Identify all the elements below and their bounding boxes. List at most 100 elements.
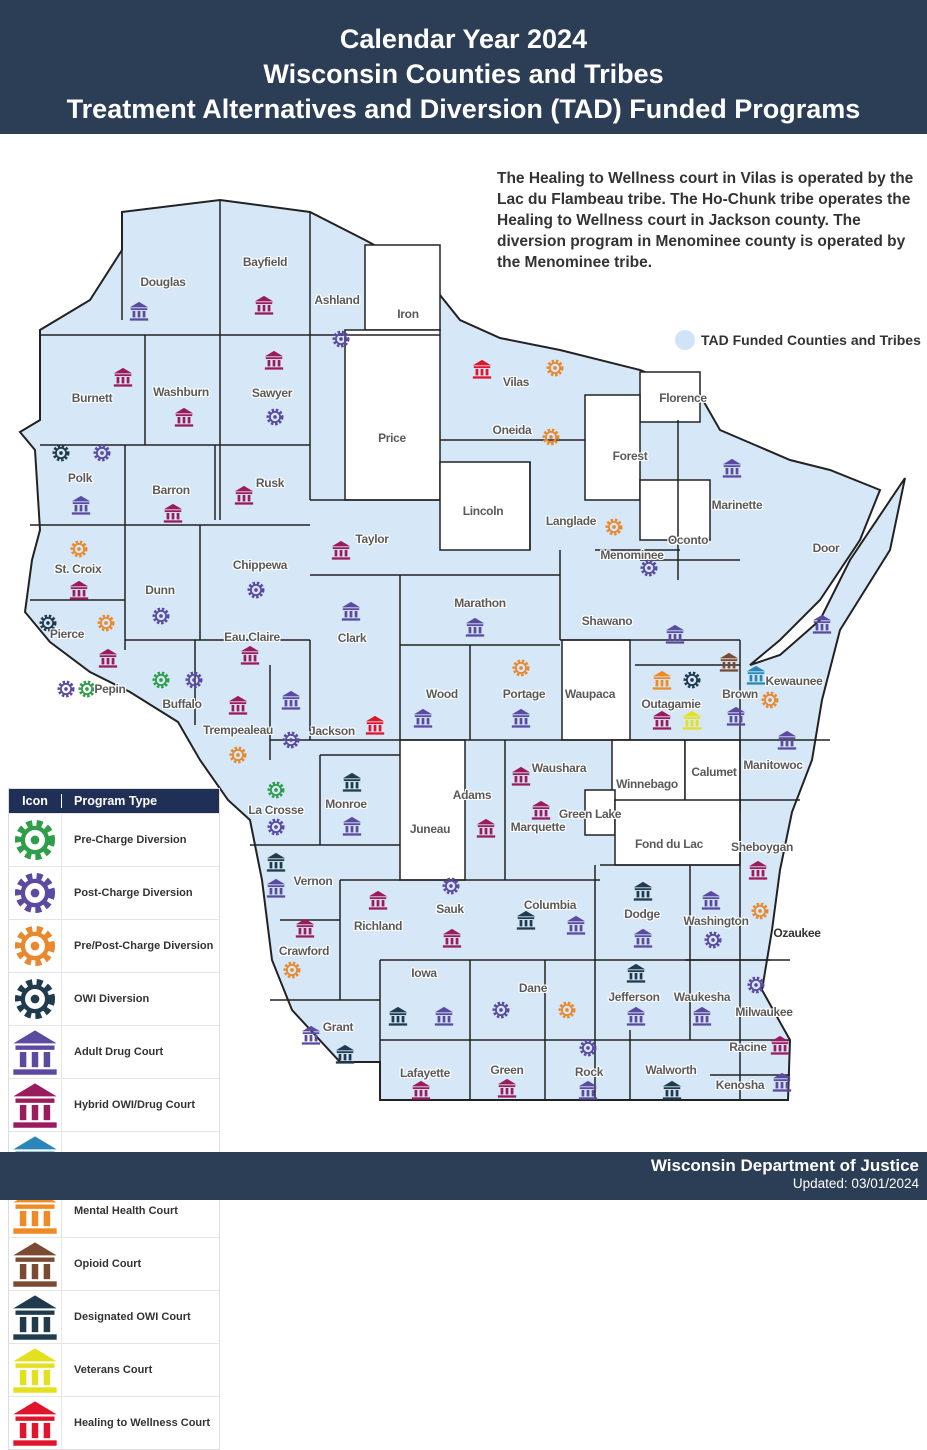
county-label-washington: Washington xyxy=(683,914,749,928)
county-label-lafayette: Lafayette xyxy=(400,1066,450,1080)
county-label-lincoln: Lincoln xyxy=(462,504,504,518)
legend-header: Icon Program Type xyxy=(9,789,219,813)
dodge-dowi-courthouse-icon xyxy=(632,880,654,902)
grant-adult-courthouse-icon xyxy=(300,1024,322,1046)
legend-label: Mental Health Court xyxy=(74,1205,178,1217)
bayfield-hybrid-courthouse-icon xyxy=(253,294,275,316)
taylor-hybrid-courthouse-icon xyxy=(330,539,352,561)
county-label-richland: Richland xyxy=(353,919,403,933)
sawyer-hybrid-courthouse-icon xyxy=(263,349,285,371)
crawford-prepost-gear-icon xyxy=(281,959,303,981)
county-label-marathon: Marathon xyxy=(454,596,506,610)
waukesha-adult-courthouse-icon xyxy=(691,1005,713,1027)
st-croix-prepost-gear-icon xyxy=(68,538,90,560)
county-label-ashland: Ashland xyxy=(314,293,360,307)
county-label-iron: Iron xyxy=(397,307,419,321)
sheboygan-hybrid-courthouse-icon xyxy=(747,859,769,881)
county-label-iowa: Iowa xyxy=(411,966,437,980)
pierce-hybrid-courthouse-icon xyxy=(97,647,119,669)
racine-hybrid-courthouse-icon xyxy=(769,1034,791,1056)
burnett-hybrid-courthouse-icon xyxy=(112,366,134,388)
county-label-rock: Rock xyxy=(574,1065,604,1079)
vilas-h2w-courthouse-icon xyxy=(471,358,493,380)
county-label-adams: Adams xyxy=(452,788,492,802)
county-label-jefferson: Jefferson xyxy=(608,990,660,1004)
county-label-la-crosse: La Crosse xyxy=(248,803,304,817)
ozaukee-prepost-gear-icon xyxy=(749,900,771,922)
county-label-dodge: Dodge xyxy=(624,907,660,921)
county-label-buffalo: Buffalo xyxy=(162,697,202,711)
title-line-1: Calendar Year 2024 xyxy=(339,24,588,54)
county-label-door: Door xyxy=(812,541,840,555)
county-label-winnebago: Winnebago xyxy=(616,777,678,791)
legend-label: Veterans Court xyxy=(74,1364,153,1376)
county-label-dane: Dane xyxy=(518,981,548,995)
washington-adult-courthouse-icon xyxy=(700,889,722,911)
legend-label: Post-Charge Diversion xyxy=(74,887,193,899)
barron-hybrid-courthouse-icon xyxy=(162,502,184,524)
title-line-2: Wisconsin Counties and Tribes xyxy=(263,59,664,89)
county-label-sauk: Sauk xyxy=(436,902,464,916)
buffalo-post-gear-icon xyxy=(183,669,205,691)
legend-col-type: Program Type xyxy=(74,794,158,808)
county-label-chippewa: Chippewa xyxy=(232,558,288,572)
monroe-adult-courthouse-icon xyxy=(341,815,363,837)
courthouse-icon xyxy=(9,1344,62,1396)
douglas-adult-courthouse-icon xyxy=(128,300,150,322)
county-label-pepin: Pepin xyxy=(94,682,126,696)
county-label-brown: Brown xyxy=(722,687,758,701)
county-label-langlade: Langlade xyxy=(545,514,597,528)
county-label-oconto: Oconto xyxy=(667,533,709,547)
legend-label: Opioid Court xyxy=(74,1258,142,1270)
dane-post-gear-icon xyxy=(490,999,512,1021)
unfunded-county-shape xyxy=(584,789,616,836)
county-label-milwaukee: Milwaukee xyxy=(735,1005,793,1019)
jefferson-dowi-courthouse-icon xyxy=(625,962,647,984)
rock-adult-courthouse-icon xyxy=(577,1079,599,1101)
county-label-sheboygan: Sheboygan xyxy=(731,840,793,854)
washburn-hybrid-courthouse-icon xyxy=(173,406,195,428)
polk-adult-courthouse-icon xyxy=(70,494,92,516)
monroe-dowi-courthouse-icon xyxy=(341,771,363,793)
county-label-jackson: Jackson xyxy=(309,724,355,738)
manitowoc-adult-courthouse-icon xyxy=(776,729,798,751)
county-label-crawford: Crawford xyxy=(278,944,330,958)
header: Calendar Year 2024 Wisconsin Counties an… xyxy=(0,0,927,134)
county-label-trempealeau: Trempealeau xyxy=(202,723,274,737)
county-label-st-croix: St. Croix xyxy=(54,562,102,576)
jefferson-adult-courthouse-icon xyxy=(625,1005,647,1027)
county-label-outagamie: Outagamie xyxy=(641,697,701,711)
dunn-post-gear-icon xyxy=(150,605,172,627)
milwaukee-post-gear-icon xyxy=(745,974,767,996)
county-label-calumet: Calumet xyxy=(691,765,737,779)
legend-label: Pre/Post-Charge Diversion xyxy=(74,940,214,952)
funded-key-label: TAD Funded Counties and Tribes xyxy=(701,332,921,348)
vernon-adult-courthouse-icon xyxy=(265,877,287,899)
washington-post-gear-icon xyxy=(702,929,724,951)
clark-adult-courthouse-icon xyxy=(340,600,362,622)
sauk-hybrid-courthouse-icon xyxy=(441,927,463,949)
dodge-adult-courthouse-icon xyxy=(632,927,654,949)
la-crosse-pre-gear-icon xyxy=(265,779,287,801)
adams-hybrid-courthouse-icon xyxy=(475,817,497,839)
county-label-menominee: Menominee xyxy=(600,548,664,562)
courthouse-icon xyxy=(9,1026,62,1078)
legend-row-post: Post-Charge Diversion xyxy=(9,866,219,919)
wood-adult-courthouse-icon xyxy=(412,707,434,729)
unfunded-county-shape xyxy=(399,739,466,881)
county-label-monroe: Monroe xyxy=(325,797,367,811)
legend-row-opioid: Opioid Court xyxy=(9,1237,219,1290)
county-label-portage: Portage xyxy=(502,687,546,701)
green-hybrid-courthouse-icon xyxy=(496,1077,518,1099)
legend-label: OWI Diversion xyxy=(74,993,150,1005)
legend-label: Hybrid OWI/Drug Court xyxy=(74,1099,195,1111)
legend-row-hybrid: Hybrid OWI/Drug Court xyxy=(9,1078,219,1131)
county-label-rusk: Rusk xyxy=(255,476,285,490)
county-label-marquette: Marquette xyxy=(510,820,566,834)
courthouse-icon xyxy=(9,1397,62,1449)
county-label-ozaukee: Ozaukee xyxy=(773,926,821,940)
richland-hybrid-courthouse-icon xyxy=(367,889,389,911)
courthouse-icon xyxy=(9,1238,62,1290)
county-label-sawyer: Sawyer xyxy=(251,386,293,400)
county-label-manitowoc: Manitowoc xyxy=(743,758,803,772)
